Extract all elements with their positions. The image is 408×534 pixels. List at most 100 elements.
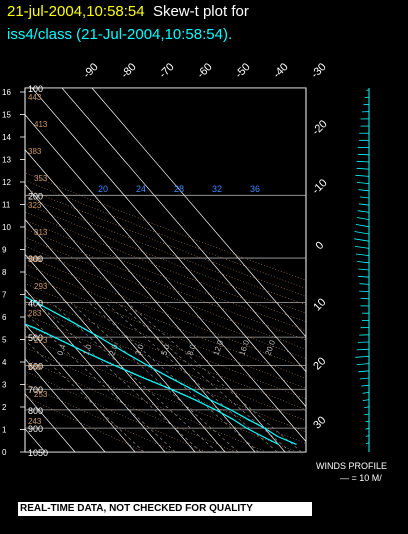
isotherm--40 bbox=[25, 358, 106, 452]
isotherm-label-top-2: -70 bbox=[157, 61, 177, 81]
mixing-ratio-12 bbox=[105, 302, 278, 452]
dry-adiabat-label-12: 243 bbox=[28, 417, 42, 426]
wind-barb-20 bbox=[354, 231, 370, 235]
dry-adiabat-453 bbox=[25, 187, 306, 297]
height-label-6: 6 bbox=[2, 313, 7, 322]
wind-barb-13 bbox=[356, 182, 370, 184]
dry-adiabat-label-1: 413 bbox=[34, 120, 48, 129]
dry-adiabat-363 bbox=[25, 264, 306, 379]
height-label-7: 7 bbox=[2, 291, 7, 300]
height-label-16: 16 bbox=[2, 88, 11, 97]
wind-barb-38 bbox=[356, 363, 370, 365]
mixing-ratio-1 bbox=[25, 312, 176, 452]
pressure-label-800: 800 bbox=[28, 406, 43, 416]
height-label-2: 2 bbox=[2, 403, 7, 412]
quality-disclaimer: REAL-TIME DATA, NOT CHECKED FOR QUALITY bbox=[18, 502, 312, 516]
moist-label-8: 20.0 bbox=[263, 338, 277, 356]
wind-barb-18 bbox=[356, 217, 370, 220]
height-label-13: 13 bbox=[2, 156, 11, 165]
height-label-4: 4 bbox=[2, 358, 7, 367]
isotherm-30 bbox=[25, 114, 306, 443]
dry-adiabat-283 bbox=[25, 346, 267, 452]
moist-label-4: 5.0 bbox=[159, 343, 171, 357]
dry-adiabat-343 bbox=[25, 283, 306, 400]
height-label-8: 8 bbox=[2, 268, 7, 277]
mixing-ratio-16 bbox=[117, 302, 291, 452]
isotherm-label-top-5: -40 bbox=[271, 61, 291, 81]
height-label-9: 9 bbox=[2, 246, 7, 255]
isotherm-label-top-6: -30 bbox=[309, 61, 329, 81]
wind-barb-37 bbox=[355, 356, 370, 358]
isotherm-40 bbox=[31, 88, 306, 408]
chart-timestamp: 21-jul-2004,10:58:54 bbox=[7, 3, 145, 20]
isotherm-label-right-4: 20 bbox=[311, 355, 328, 372]
dry-adiabat-333 bbox=[25, 293, 306, 410]
wind-barb-27 bbox=[359, 283, 370, 285]
wind-barb-15 bbox=[359, 196, 370, 199]
moist-label-5: 8.0 bbox=[185, 343, 197, 357]
isotherm-label-top-0: -90 bbox=[81, 61, 101, 81]
moist-label-2: 2.0 bbox=[107, 343, 119, 357]
dry-adiabat-label-3: 353 bbox=[34, 174, 48, 183]
dry-adiabat-label-5: 313 bbox=[34, 228, 48, 237]
wind-barb-45 bbox=[364, 413, 370, 416]
pressure-label-1050: 1050 bbox=[28, 448, 48, 458]
dry-adiabat-423 bbox=[25, 211, 306, 323]
dry-adiabat-label-4: 323 bbox=[28, 201, 42, 210]
dry-adiabat-473 bbox=[25, 172, 306, 281]
dry-adiabat-463 bbox=[25, 180, 306, 289]
winds-profile-scale: — = 10 M/ bbox=[340, 473, 382, 483]
wind-barb-24 bbox=[357, 261, 370, 264]
dry-adiabat-433 bbox=[25, 203, 306, 314]
pressure-label-600: 600 bbox=[28, 361, 43, 371]
pressure-label-100: 100 bbox=[28, 84, 43, 94]
dry-adiabat-413 bbox=[25, 219, 306, 332]
dry-adiabat-label-7: 293 bbox=[34, 282, 48, 291]
mixing-ratio-3 bbox=[51, 302, 218, 452]
wind-barb-26 bbox=[358, 275, 370, 278]
dry-adiabat-403 bbox=[25, 228, 306, 341]
moist-label-1: 1.0 bbox=[81, 343, 93, 357]
height-label-1: 1 bbox=[2, 426, 7, 435]
mixing-ratio-label-4: 36 bbox=[250, 184, 260, 194]
wind-barb-41 bbox=[361, 384, 370, 387]
height-label-11: 11 bbox=[2, 201, 11, 210]
dry-adiabat-393 bbox=[25, 236, 306, 350]
wind-barb-14 bbox=[358, 189, 370, 192]
isotherm-label-right-1: -10 bbox=[310, 177, 330, 197]
isotherm-label-right-0: -20 bbox=[310, 118, 330, 138]
isotherm-label-top-4: -50 bbox=[233, 61, 253, 81]
mixing-ratio-5 bbox=[70, 302, 239, 452]
wind-barb-21 bbox=[354, 238, 370, 242]
isotherm-label-top-1: -80 bbox=[119, 61, 139, 81]
pressure-label-300: 300 bbox=[28, 254, 43, 264]
dry-adiabat-353 bbox=[25, 273, 306, 389]
wind-barb-43 bbox=[362, 399, 370, 401]
wind-barb-9 bbox=[357, 153, 370, 156]
wind-barb-48 bbox=[365, 435, 370, 437]
dry-adiabat-373 bbox=[25, 254, 306, 369]
dry-adiabat-label-2: 383 bbox=[28, 147, 42, 156]
dry-adiabat-293 bbox=[25, 335, 298, 452]
wind-barb-36 bbox=[356, 348, 370, 351]
wind-barb-22 bbox=[354, 246, 370, 249]
isotherm-0 bbox=[25, 218, 226, 452]
dry-adiabat-label-10: 263 bbox=[28, 363, 42, 372]
moist-label-3: 3.0 bbox=[133, 343, 145, 357]
dry-adiabat-313 bbox=[25, 313, 306, 433]
pressure-label-900: 900 bbox=[28, 424, 43, 434]
isotherm-50 bbox=[61, 88, 306, 373]
dry-adiabat-383 bbox=[25, 245, 306, 360]
wind-barb-40 bbox=[359, 377, 370, 380]
dry-adiabat-label-9: 273 bbox=[34, 336, 48, 345]
wind-barb-47 bbox=[365, 428, 370, 430]
plot-frame bbox=[24, 87, 307, 453]
dry-adiabat-243 bbox=[25, 396, 145, 452]
chart-title: Skew-t plot for bbox=[152, 3, 249, 20]
mixing-ratio-label-2: 28 bbox=[174, 184, 184, 194]
mixing-ratio-0.4 bbox=[25, 339, 145, 452]
pressure-label-200: 200 bbox=[28, 191, 43, 201]
wind-barb-16 bbox=[358, 203, 370, 206]
pressure-label-400: 400 bbox=[28, 299, 43, 309]
